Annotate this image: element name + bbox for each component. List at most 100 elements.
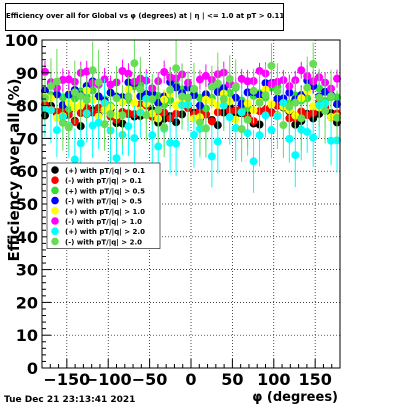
legend-entry-label: (+) with pT/|q| > 1.0 (65, 208, 145, 217)
data-point (261, 91, 270, 100)
data-point (178, 92, 187, 101)
legend-marker (51, 186, 59, 195)
data-point (189, 130, 198, 139)
y-tick-label: 0 (27, 359, 38, 378)
data-point (166, 138, 175, 147)
data-point (255, 98, 264, 107)
data-point (154, 142, 163, 151)
data-point (255, 131, 264, 140)
legend-entry-label: (-) with pT/|q| > 0.5 (65, 198, 142, 207)
y-tick-label: 70 (16, 129, 38, 148)
data-point (195, 75, 204, 84)
data-point (94, 78, 103, 87)
data-point (213, 79, 222, 88)
legend-entry-label: (-) with pT/|q| > 0.1 (65, 177, 142, 186)
data-point (201, 71, 210, 80)
data-point (46, 82, 55, 91)
data-point (291, 98, 300, 107)
data-point (267, 61, 276, 70)
data-point (124, 69, 133, 78)
data-point (130, 134, 139, 143)
data-point (303, 83, 312, 92)
data-point (166, 85, 175, 94)
data-point (160, 123, 169, 132)
data-point (82, 96, 91, 105)
legend-entry-label: (+) with pT/|q| > 2.0 (65, 228, 145, 237)
data-point (225, 74, 234, 83)
data-point (303, 127, 312, 136)
data-point (249, 157, 258, 166)
series-8 (40, 40, 342, 162)
legend-marker (51, 237, 59, 246)
data-point (100, 120, 109, 129)
data-point (297, 66, 306, 75)
legend-marker (51, 196, 59, 205)
data-point (207, 82, 216, 91)
data-point (201, 124, 210, 133)
data-point (112, 154, 121, 163)
data-point (148, 95, 157, 104)
data-point (315, 93, 324, 102)
timestamp: Tue Dec 21 23:13:41 2021 (4, 395, 136, 405)
data-point (267, 125, 276, 134)
data-point (333, 113, 342, 122)
data-point (297, 114, 306, 123)
legend-box (46, 162, 161, 249)
data-point (136, 85, 145, 94)
data-point (243, 115, 252, 124)
data-point (82, 67, 91, 76)
data-point (321, 106, 330, 115)
axes: 0 10 20 30 40 50 60 70 80 90 100 −150−100 −50 0 50 100 1… (5, 31, 333, 389)
legend-entry-label: (-) with pT/|q| > 1.0 (65, 218, 142, 227)
legend-marker (51, 217, 59, 225)
legend-marker (51, 207, 59, 215)
x-tick-label: 0 (185, 370, 196, 389)
data-point (327, 136, 336, 145)
data-point (243, 77, 252, 86)
data-point (189, 84, 198, 93)
data-point (70, 88, 79, 97)
data-point (70, 155, 79, 164)
data-point (124, 122, 133, 131)
data-point (94, 118, 103, 127)
x-tick-label: 100 (257, 370, 290, 389)
data-point (106, 110, 115, 119)
data-point (172, 101, 181, 110)
data-point (130, 99, 139, 108)
x-tick-label: −150 (43, 370, 90, 389)
y-axis-label: Efficiency over all (%) (5, 79, 23, 262)
y-tick-label: 20 (16, 293, 38, 312)
data-point (237, 125, 246, 134)
data-point (52, 77, 61, 86)
legend: (+) with pT/|q| > 0.1(-) with pT/|q| > 0… (46, 162, 161, 249)
chart-title: Efficiency over all for Global vs φ (deg… (6, 12, 285, 20)
x-tick-label: 150 (298, 370, 331, 389)
data-point (88, 121, 97, 130)
data-point (291, 151, 300, 160)
data-point (231, 82, 240, 91)
y-tick-label: 80 (16, 97, 38, 116)
legend-marker (51, 227, 59, 235)
data-point (172, 64, 181, 73)
data-point (273, 87, 282, 96)
data-point (76, 139, 85, 148)
x-axis-label: φ (degrees) (252, 390, 338, 405)
data-point (160, 68, 169, 77)
data-point (309, 102, 318, 111)
data-point (172, 139, 181, 148)
legend-marker (51, 166, 59, 174)
data-point (112, 94, 121, 103)
data-point (124, 92, 133, 101)
data-point (195, 118, 204, 127)
y-tick-label: 30 (16, 261, 38, 280)
y-tick-label: 100 (5, 31, 38, 50)
data-point (225, 113, 234, 122)
data-point (88, 66, 97, 75)
data-point (207, 117, 216, 126)
data-point (219, 94, 228, 103)
data-point (52, 126, 61, 135)
data-point (249, 86, 258, 95)
data-point (231, 124, 240, 133)
